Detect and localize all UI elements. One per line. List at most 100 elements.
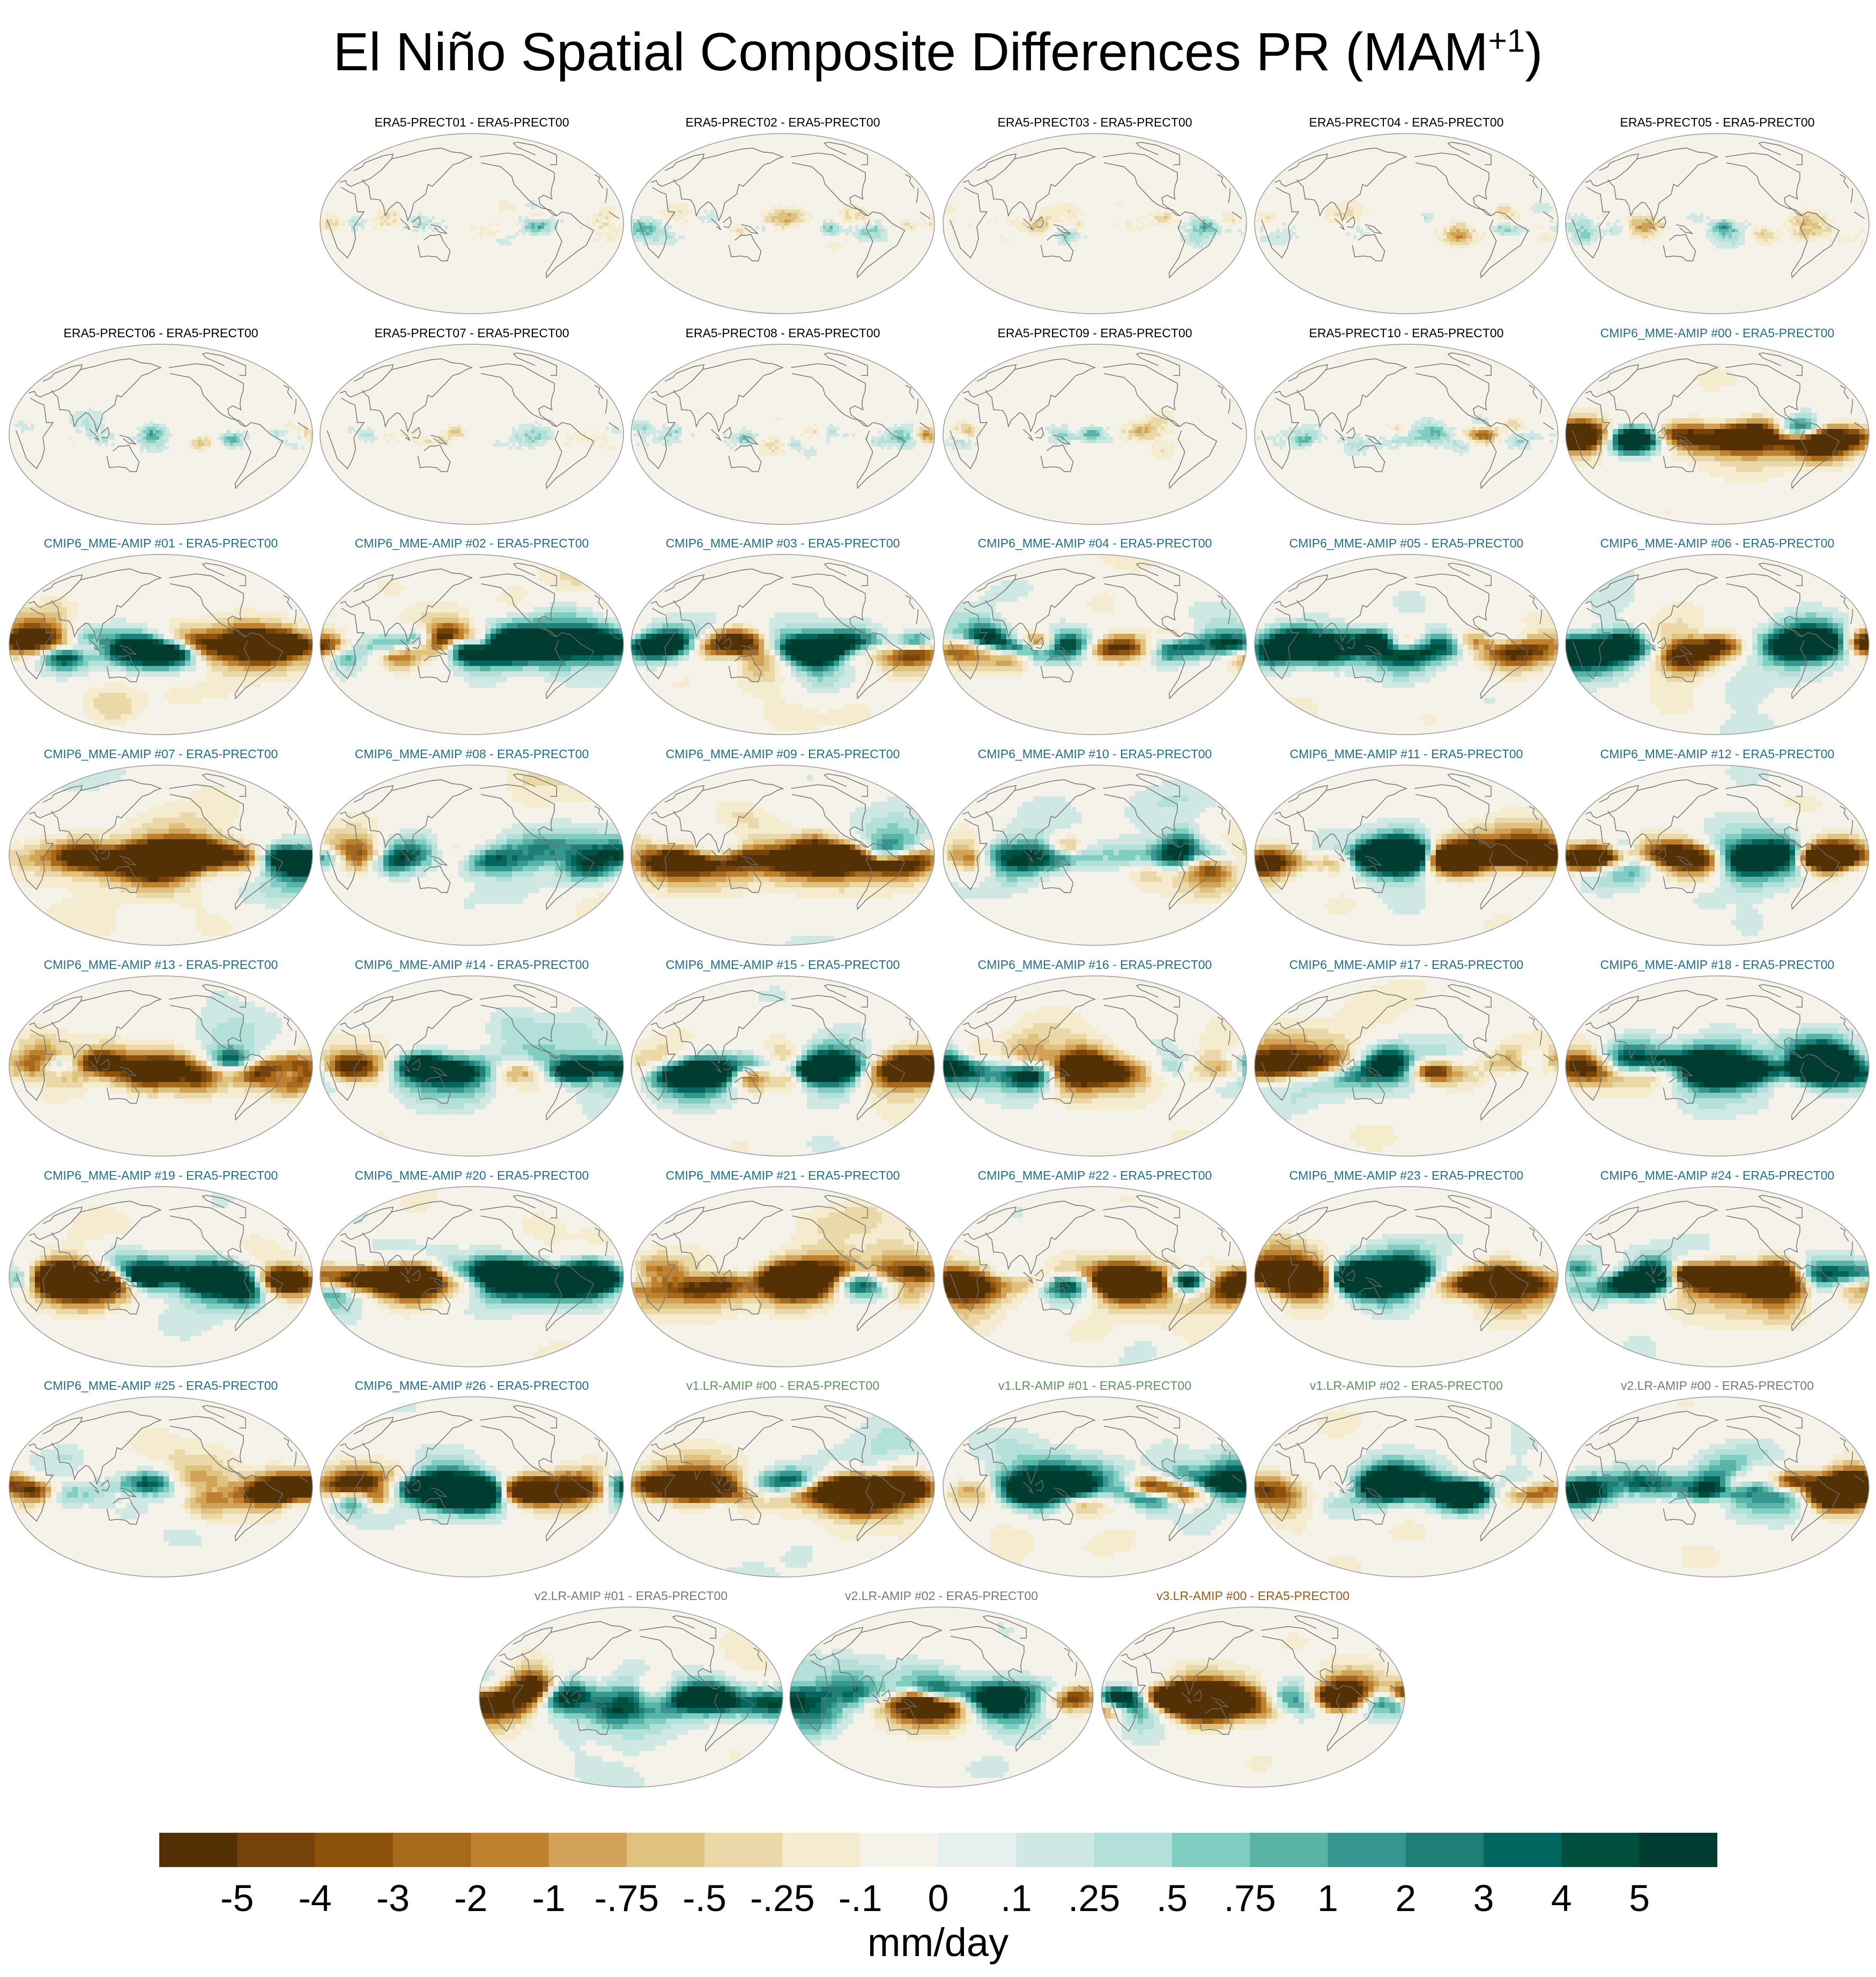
panel-title: CMIP6_MME-AMIP #04 - ERA5-PRECT00 <box>939 536 1250 551</box>
global-map <box>1254 975 1559 1157</box>
global-map <box>943 554 1247 735</box>
global-map <box>631 344 935 525</box>
map-panel: v1.LR-AMIP #00 - ERA5-PRECT00 <box>627 1379 938 1582</box>
colorbar-tick-label: .25 <box>1068 1877 1120 1920</box>
panel-title: CMIP6_MME-AMIP #18 - ERA5-PRECT00 <box>1562 958 1873 972</box>
map-panel: v2.LR-AMIP #02 - ERA5-PRECT00 <box>786 1589 1097 1793</box>
map-panel: CMIP6_MME-AMIP #05 - ERA5-PRECT00 <box>1251 536 1562 740</box>
map-panel: v2.LR-AMIP #00 - ERA5-PRECT00 <box>1562 1379 1873 1582</box>
map-panel: ERA5-PRECT07 - ERA5-PRECT00 <box>316 326 627 530</box>
panel-title: v1.LR-AMIP #01 - ERA5-PRECT00 <box>939 1379 1250 1393</box>
map-panel: CMIP6_MME-AMIP #13 - ERA5-PRECT00 <box>5 958 316 1161</box>
map-panel: v1.LR-AMIP #01 - ERA5-PRECT00 <box>939 1379 1250 1582</box>
global-map <box>943 1186 1247 1367</box>
map-panel: CMIP6_MME-AMIP #00 - ERA5-PRECT00 <box>1562 326 1873 530</box>
global-map <box>9 554 313 735</box>
global-map <box>1565 1186 1870 1367</box>
map-panel: CMIP6_MME-AMIP #08 - ERA5-PRECT00 <box>316 747 627 951</box>
global-map <box>631 554 935 735</box>
panel-title: ERA5-PRECT03 - ERA5-PRECT00 <box>939 115 1250 130</box>
map-panel: v3.LR-AMIP #00 - ERA5-PRECT00 <box>1098 1589 1408 1793</box>
panel-title: CMIP6_MME-AMIP #11 - ERA5-PRECT00 <box>1251 747 1562 761</box>
colorbar-bin-14 <box>1250 1833 1329 1867</box>
map-panel: ERA5-PRECT08 - ERA5-PRECT00 <box>627 326 938 530</box>
panel-title: CMIP6_MME-AMIP #24 - ERA5-PRECT00 <box>1562 1168 1873 1183</box>
global-map <box>943 1396 1247 1578</box>
panel-title: ERA5-PRECT07 - ERA5-PRECT00 <box>316 326 627 340</box>
global-map <box>479 1606 783 1788</box>
panel-title: v1.LR-AMIP #02 - ERA5-PRECT00 <box>1251 1379 1562 1393</box>
colorbar-tick-label: 5 <box>1629 1877 1650 1920</box>
colorbar-bin-13 <box>1171 1833 1250 1867</box>
global-map <box>1254 765 1559 946</box>
map-panel: v2.LR-AMIP #01 - ERA5-PRECT00 <box>476 1589 787 1793</box>
map-panel: CMIP6_MME-AMIP #07 - ERA5-PRECT00 <box>5 747 316 951</box>
panel-title: ERA5-PRECT02 - ERA5-PRECT00 <box>627 115 938 130</box>
colorbar-bin-9 <box>860 1833 939 1867</box>
colorbar-tick-label: 0 <box>928 1877 949 1920</box>
panel-title: CMIP6_MME-AMIP #12 - ERA5-PRECT00 <box>1562 747 1873 761</box>
map-panel: ERA5-PRECT01 - ERA5-PRECT00 <box>316 115 627 319</box>
colorbar-bin-1 <box>237 1833 316 1867</box>
global-map <box>631 765 935 946</box>
map-panel: CMIP6_MME-AMIP #06 - ERA5-PRECT00 <box>1562 536 1873 740</box>
colorbar-bin-0 <box>159 1833 238 1867</box>
panel-title: CMIP6_MME-AMIP #22 - ERA5-PRECT00 <box>939 1168 1250 1183</box>
colorbar-bin-17 <box>1484 1833 1562 1867</box>
map-panel: ERA5-PRECT04 - ERA5-PRECT00 <box>1251 115 1562 319</box>
map-panel: CMIP6_MME-AMIP #20 - ERA5-PRECT00 <box>316 1168 627 1372</box>
map-panel: CMIP6_MME-AMIP #11 - ERA5-PRECT00 <box>1251 747 1562 951</box>
map-panel: CMIP6_MME-AMIP #15 - ERA5-PRECT00 <box>627 958 938 1161</box>
global-map <box>943 344 1247 525</box>
colorbar <box>159 1833 1717 1867</box>
global-map <box>320 344 624 525</box>
global-map <box>9 344 313 525</box>
global-map <box>943 975 1247 1157</box>
panel-title: ERA5-PRECT06 - ERA5-PRECT00 <box>5 326 316 340</box>
global-map <box>320 975 624 1157</box>
global-map <box>320 133 624 314</box>
global-map <box>1565 1396 1870 1578</box>
panel-title: CMIP6_MME-AMIP #07 - ERA5-PRECT00 <box>5 747 316 761</box>
panel-title: ERA5-PRECT08 - ERA5-PRECT00 <box>627 326 938 340</box>
global-map <box>1565 554 1870 735</box>
title-superscript: +1 <box>1488 23 1525 59</box>
global-map <box>631 975 935 1157</box>
colorbar-tick-label: -2 <box>454 1877 487 1920</box>
global-map <box>320 765 624 946</box>
global-map <box>1565 975 1870 1157</box>
colorbar-tick-label: .1 <box>1000 1877 1032 1920</box>
panel-title: CMIP6_MME-AMIP #08 - ERA5-PRECT00 <box>316 747 627 761</box>
panel-title: CMIP6_MME-AMIP #10 - ERA5-PRECT00 <box>939 747 1250 761</box>
colorbar-tick-label: -.25 <box>750 1877 815 1920</box>
colorbar-bin-10 <box>938 1833 1017 1867</box>
global-map <box>1565 344 1870 525</box>
map-panel: CMIP6_MME-AMIP #21 - ERA5-PRECT00 <box>627 1168 938 1372</box>
colorbar-bin-2 <box>315 1833 394 1867</box>
figure-title: El Niño Spatial Composite Differences PR… <box>0 21 1876 83</box>
colorbar-bin-6 <box>626 1833 705 1867</box>
colorbar-bin-16 <box>1405 1833 1484 1867</box>
colorbar-tick-label: 4 <box>1551 1877 1572 1920</box>
colorbar-tick-label: -3 <box>376 1877 410 1920</box>
panel-title: CMIP6_MME-AMIP #26 - ERA5-PRECT00 <box>316 1379 627 1393</box>
panel-title: ERA5-PRECT10 - ERA5-PRECT00 <box>1251 326 1562 340</box>
global-map <box>631 1396 935 1578</box>
colorbar-tick-label: -1 <box>532 1877 565 1920</box>
map-panel: CMIP6_MME-AMIP #03 - ERA5-PRECT00 <box>627 536 938 740</box>
global-map <box>1565 765 1870 946</box>
panel-title: CMIP6_MME-AMIP #05 - ERA5-PRECT00 <box>1251 536 1562 551</box>
map-panel: ERA5-PRECT09 - ERA5-PRECT00 <box>939 326 1250 530</box>
map-panel: CMIP6_MME-AMIP #19 - ERA5-PRECT00 <box>5 1168 316 1372</box>
colorbar-tick-label: -.1 <box>839 1877 883 1920</box>
colorbar-bin-19 <box>1639 1833 1717 1867</box>
panel-title: CMIP6_MME-AMIP #02 - ERA5-PRECT00 <box>316 536 627 551</box>
global-map <box>9 1186 313 1367</box>
colorbar-tick-label: .75 <box>1224 1877 1276 1920</box>
colorbar-tick-label: -4 <box>298 1877 331 1920</box>
map-panel: ERA5-PRECT05 - ERA5-PRECT00 <box>1562 115 1873 319</box>
panel-title: CMIP6_MME-AMIP #06 - ERA5-PRECT00 <box>1562 536 1873 551</box>
map-panel: CMIP6_MME-AMIP #16 - ERA5-PRECT00 <box>939 958 1250 1161</box>
map-panel: CMIP6_MME-AMIP #24 - ERA5-PRECT00 <box>1562 1168 1873 1372</box>
panel-title: CMIP6_MME-AMIP #16 - ERA5-PRECT00 <box>939 958 1250 972</box>
